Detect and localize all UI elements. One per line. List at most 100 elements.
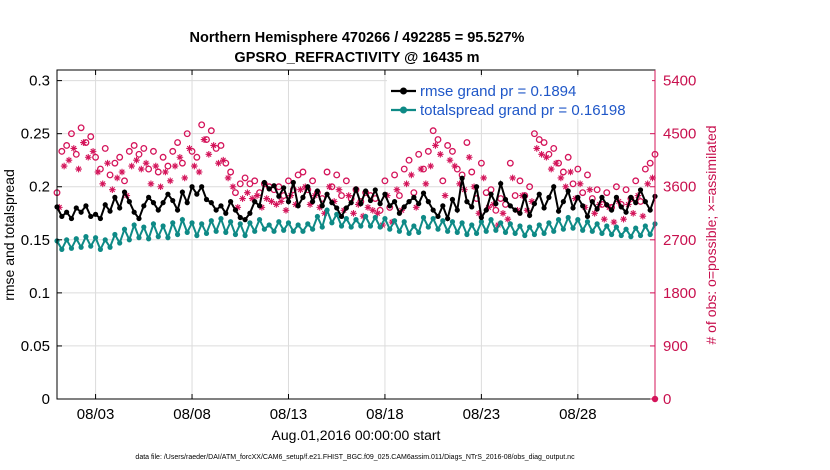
rmse-marker bbox=[305, 184, 311, 190]
totalspread-marker bbox=[68, 245, 75, 251]
obs-possible-marker bbox=[294, 171, 302, 179]
obs-assimilated-marker bbox=[297, 186, 304, 193]
obs-possible-marker bbox=[159, 153, 167, 161]
obs-possible-marker bbox=[632, 177, 640, 185]
obs-possible-marker bbox=[444, 142, 452, 149]
rmse-marker bbox=[502, 196, 509, 203]
totalspread-marker bbox=[623, 226, 629, 232]
rmse-marker bbox=[469, 204, 475, 210]
rmse-marker bbox=[599, 194, 605, 200]
rmse-marker bbox=[334, 205, 340, 211]
totalspread-marker bbox=[584, 219, 591, 225]
chart-subtitle: GPSRO_REFRACTIVITY @ 16435 m bbox=[234, 50, 479, 66]
obs-assimilated-marker bbox=[490, 201, 497, 208]
obs-possible-marker bbox=[516, 177, 524, 185]
obs-assimilated-marker bbox=[321, 209, 328, 217]
obs-assimilated-marker bbox=[234, 204, 242, 211]
x-tick-label: 08/03 bbox=[77, 406, 115, 423]
chart-title: Northern Hemisphere 470266 / 492285 = 95… bbox=[190, 30, 525, 46]
rmse-marker bbox=[396, 210, 403, 216]
totalspread-marker bbox=[141, 224, 147, 230]
obs-possible-marker bbox=[477, 159, 485, 167]
totalspread-marker bbox=[102, 237, 108, 243]
obs-possible-marker bbox=[92, 153, 100, 161]
obs-assimilated-marker bbox=[538, 151, 545, 158]
rmse-marker bbox=[604, 202, 610, 208]
rmse-marker bbox=[647, 207, 653, 213]
rmse-marker bbox=[107, 208, 113, 214]
totalspread-marker bbox=[613, 224, 620, 230]
totalspread-marker bbox=[59, 246, 65, 252]
rmse-marker bbox=[242, 217, 248, 223]
rmse-marker bbox=[83, 203, 89, 209]
obs-assimilated-marker bbox=[485, 204, 492, 211]
obs-possible-marker bbox=[241, 174, 249, 182]
totalspread-marker bbox=[136, 235, 142, 241]
obs-possible-marker bbox=[145, 165, 153, 173]
obs-possible-marker bbox=[63, 142, 71, 149]
totalspread-marker bbox=[295, 222, 301, 228]
obs-assimilated-marker bbox=[523, 207, 531, 214]
obs-assimilated-marker bbox=[364, 204, 372, 211]
rmse-marker bbox=[536, 191, 542, 197]
totalspread-marker bbox=[416, 229, 422, 235]
rmse-marker bbox=[319, 203, 325, 209]
obs-assimilated-marker bbox=[436, 151, 444, 158]
totalspread-marker bbox=[599, 230, 605, 237]
obs-possible-marker bbox=[526, 183, 534, 191]
obs-possible-marker bbox=[593, 186, 601, 194]
rmse-marker bbox=[498, 180, 504, 187]
obs-assimilated-marker bbox=[383, 192, 391, 199]
obs-possible-marker bbox=[646, 159, 654, 167]
rmse-marker bbox=[281, 185, 287, 191]
obs-assimilated-marker bbox=[557, 174, 565, 182]
totalspread-marker bbox=[493, 227, 499, 233]
totalspread-marker bbox=[541, 230, 547, 237]
totalspread-marker bbox=[199, 221, 205, 227]
totalspread-marker bbox=[194, 232, 200, 239]
obs-assimilated-marker bbox=[543, 153, 550, 161]
obs-assimilated-marker bbox=[65, 156, 73, 164]
obs-assimilated-marker bbox=[118, 168, 126, 176]
totalspread-marker bbox=[179, 217, 185, 223]
rmse-marker bbox=[170, 197, 176, 204]
obs-possible-marker bbox=[207, 127, 215, 135]
totalspread-marker bbox=[551, 228, 557, 234]
rmse-marker bbox=[473, 184, 480, 190]
rmse-marker bbox=[121, 189, 128, 195]
obs-assimilated-marker bbox=[147, 180, 155, 188]
totalspread-marker bbox=[435, 226, 441, 232]
rmse-marker bbox=[464, 199, 470, 205]
rmse-marker bbox=[527, 212, 533, 218]
rmse-marker bbox=[401, 204, 407, 210]
obs-assimilated-marker bbox=[446, 156, 454, 164]
totalspread-marker bbox=[338, 223, 345, 229]
obs-assimilated-marker bbox=[316, 204, 324, 211]
totalspread-marker bbox=[353, 217, 359, 223]
obs-assimilated-marker bbox=[60, 162, 68, 170]
rmse-marker bbox=[300, 194, 306, 200]
rmse-marker bbox=[488, 191, 494, 197]
rmse-marker bbox=[425, 199, 431, 205]
obs-possible-marker bbox=[183, 130, 191, 138]
obs-possible-marker bbox=[506, 159, 514, 167]
obs-assimilated-marker bbox=[562, 183, 569, 191]
obs-possible-marker bbox=[174, 139, 182, 146]
x-tick-label: 08/08 bbox=[173, 406, 211, 423]
totalspread-marker bbox=[266, 222, 272, 228]
rmse-marker bbox=[68, 215, 75, 222]
totalspread-marker bbox=[608, 231, 615, 238]
obs-assimilated-marker bbox=[137, 165, 145, 173]
obs-assimilated-marker bbox=[191, 162, 198, 170]
totalspread-marker bbox=[319, 224, 325, 230]
obs-possible-marker bbox=[449, 147, 456, 155]
rmse-marker bbox=[382, 191, 388, 197]
y2-axis-ticks: 0 900 1800 2700 3600 4500 5400 bbox=[650, 70, 696, 408]
rmse-marker bbox=[189, 184, 195, 190]
rmse-marker bbox=[445, 215, 451, 222]
rmse-marker bbox=[416, 201, 422, 207]
rmse-marker bbox=[218, 203, 224, 209]
rmse-marker bbox=[372, 187, 378, 193]
obs-possible-marker bbox=[429, 127, 437, 135]
